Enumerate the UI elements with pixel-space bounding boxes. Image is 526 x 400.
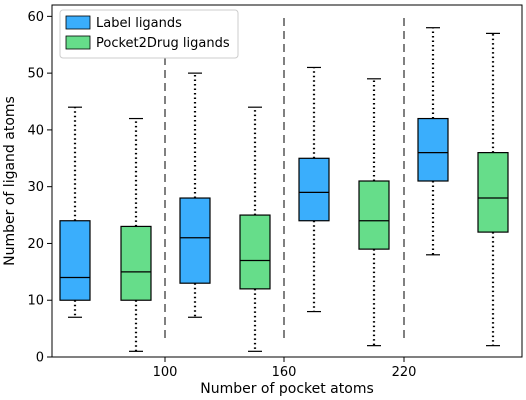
box-label-ligands [298,157,330,222]
y-axis-title: Number of ligand atoms [2,96,18,266]
y-tick-label: 50 [27,67,44,82]
box-pocket2drug-ligands [239,214,271,290]
box-pocket2drug-ligands [120,225,152,301]
plot-area-frame [51,4,523,358]
box-label-ligands [179,197,211,284]
y-tick-label: 10 [27,294,44,309]
x-tick-label: 100 [153,365,178,380]
box-pocket2drug-ligands [358,180,390,250]
legend-box [59,9,239,59]
legend-label-pocket2drug-ligands: Pocket2Drug ligands [96,36,230,51]
y-tick-label: 0 [36,351,44,366]
legend-swatch-pocket2drug-ligands [65,35,91,50]
y-tick-label: 20 [27,237,44,252]
box-label-ligands [417,117,449,182]
x-tick-label: 220 [392,365,417,380]
legend-label-label-ligands: Label ligands [96,16,182,31]
box-label-ligands [59,220,91,301]
x-tick-label: 160 [272,365,297,380]
legend-swatch-label-ligands [65,15,91,30]
legend: Label ligands Pocket2Drug ligands [59,9,239,59]
box-pocket2drug-ligands [477,152,509,233]
y-tick-label: 30 [27,180,44,195]
x-axis-title: Number of pocket atoms [200,381,374,397]
y-tick-label: 60 [27,10,44,25]
y-tick-label: 40 [27,123,44,138]
